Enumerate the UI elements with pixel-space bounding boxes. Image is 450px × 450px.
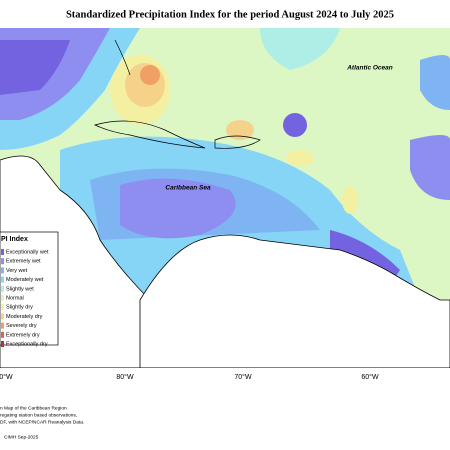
legend-swatch bbox=[1, 313, 4, 320]
legend-item: Exceptionally wet bbox=[6, 249, 49, 255]
legend-item: Normal bbox=[6, 295, 24, 301]
legend-item: Extremely wet bbox=[6, 259, 41, 265]
legend-swatch bbox=[1, 285, 4, 292]
legend-swatch bbox=[1, 267, 4, 274]
title: Standardized Precipitation Index for the… bbox=[66, 9, 394, 20]
legend-item: Moderately dry bbox=[6, 314, 43, 320]
legend-title: PI Index bbox=[1, 236, 28, 243]
note: n Map of the Caribbean Region bbox=[0, 405, 67, 411]
legend-swatch bbox=[1, 304, 4, 311]
legend-swatch bbox=[1, 258, 4, 265]
longitude-label: 80°W bbox=[116, 373, 134, 381]
legend-item: Severely dry bbox=[6, 323, 37, 329]
note: CIMH Sep-2025 bbox=[4, 434, 39, 440]
note: regating station based observations, bbox=[0, 412, 77, 418]
legend-swatch bbox=[1, 341, 4, 347]
longitude-label: 60°W bbox=[361, 373, 379, 381]
legend-box bbox=[0, 231, 59, 346]
longitude-label: 70°W bbox=[234, 373, 252, 381]
map-label: Atlantic Ocean bbox=[346, 65, 393, 72]
note: DF, with NCEP/NCAR Reanalysis Data. bbox=[0, 419, 84, 425]
longitude-labels: 0°W 80°W 70°W 60°W bbox=[0, 373, 379, 381]
legend-swatch bbox=[1, 322, 4, 329]
legend-item: Slightly wet bbox=[6, 286, 34, 292]
legend-item: Slightly dry bbox=[6, 305, 33, 311]
legend-swatch bbox=[1, 331, 4, 338]
legend-item: Exceptionally dry bbox=[6, 341, 48, 347]
legend: PI Index Exceptionally wet Extremely wet Ve… bbox=[0, 231, 59, 347]
legend-item: Very wet bbox=[6, 268, 28, 274]
legend-item: Extremely dry bbox=[6, 332, 40, 338]
longitude-label: 0°W bbox=[0, 373, 13, 381]
legend-swatch bbox=[1, 249, 4, 255]
map-field bbox=[0, 28, 450, 368]
legend-item: Moderately wet bbox=[6, 277, 44, 283]
map-label: Caribbean Sea bbox=[165, 185, 211, 192]
map-labels: Atlantic Ocean Caribbean Sea bbox=[165, 65, 392, 192]
legend-swatch bbox=[1, 295, 4, 301]
legend-swatch bbox=[1, 276, 4, 283]
